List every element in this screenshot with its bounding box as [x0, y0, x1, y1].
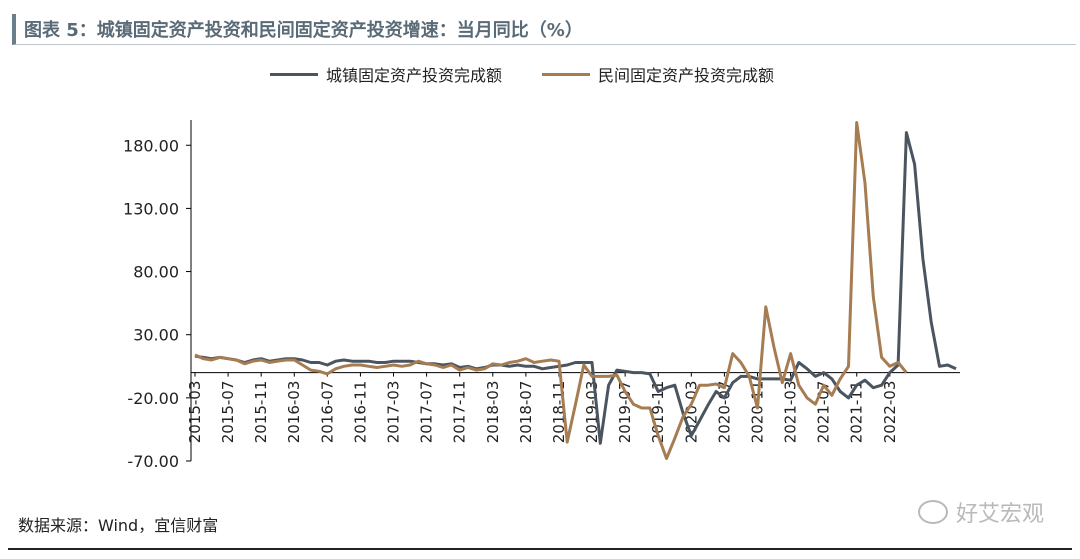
x-tick-label: 2020-07	[715, 381, 733, 444]
x-tick-label: 2016-07	[318, 381, 336, 444]
wechat-icon	[917, 500, 948, 524]
x-tick-label: 2021-11	[848, 381, 866, 444]
bottom-rule	[8, 548, 1072, 550]
legend-label-urban: 城镇固定资产投资完成额	[326, 66, 503, 85]
legend-label-private: 民间固定资产投资完成额	[598, 66, 775, 85]
legend-item-urban: 城镇固定资产投资完成额	[270, 62, 502, 86]
source-note: 数据来源：Wind，宜信财富	[18, 516, 219, 535]
series-line-private	[194, 121, 908, 460]
title-bar: 图表 5：城镇固定资产投资和民间固定资产投资增速：当月同比（%）	[12, 14, 1076, 45]
x-tick-label: 2021-03	[782, 381, 800, 444]
legend-item-private: 民间固定资产投资完成额	[542, 62, 774, 86]
y-tick-label: 130.00	[123, 199, 179, 218]
watermark: 好艾宏观	[917, 496, 1044, 528]
y-tick-label: -20.00	[127, 389, 179, 408]
legend: 城镇固定资产投资完成额 民间固定资产投资完成额	[270, 62, 774, 86]
x-tick-label: 2018-07	[517, 381, 535, 444]
x-tick-label: 2017-11	[451, 381, 469, 444]
y-tick-label: 30.00	[133, 326, 179, 345]
x-tick-label: 2018-03	[484, 381, 502, 444]
x-tick-label: 2022-03	[881, 381, 899, 444]
chart-title: 图表 5：城镇固定资产投资和民间固定资产投资增速：当月同比（%）	[24, 20, 583, 41]
legend-swatch-private	[542, 72, 591, 76]
y-tick-label: -70.00	[127, 452, 179, 471]
x-tick-label: 2015-07	[219, 381, 237, 444]
x-tick-label: 2016-11	[351, 381, 369, 444]
legend-swatch-urban	[270, 72, 318, 76]
x-tick-label: 2015-11	[252, 381, 270, 444]
x-tick-label: 2015-03	[186, 381, 204, 444]
y-tick-label: 180.00	[123, 136, 179, 155]
x-tick-label: 2017-07	[418, 381, 436, 444]
x-tick-label: 2017-03	[385, 381, 403, 444]
watermark-text: 好艾宏观	[955, 502, 1044, 527]
series-line-urban	[194, 131, 957, 445]
x-tick-label: 2019-11	[649, 381, 667, 444]
x-tick-label: 2016-03	[285, 381, 303, 444]
x-tick-label: 2021-07	[815, 381, 833, 444]
y-tick-label: 80.00	[133, 263, 179, 282]
